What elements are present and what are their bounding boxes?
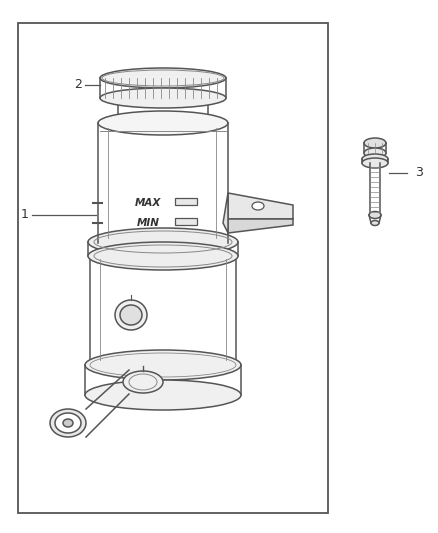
Text: MAX: MAX [135,198,161,208]
Ellipse shape [85,380,241,410]
Bar [18,23,328,513]
Text: 2: 2 [74,78,82,92]
Bar [175,198,197,205]
Ellipse shape [118,113,208,123]
Ellipse shape [85,350,241,380]
Polygon shape [228,193,293,219]
Ellipse shape [364,148,386,158]
Ellipse shape [252,202,264,210]
Ellipse shape [371,221,379,225]
Ellipse shape [362,154,388,164]
Ellipse shape [369,212,381,219]
Ellipse shape [364,138,386,148]
Polygon shape [228,219,293,233]
Ellipse shape [55,413,81,433]
Ellipse shape [50,409,86,437]
Text: 3: 3 [415,166,423,180]
Ellipse shape [100,68,226,88]
Text: MIN: MIN [137,218,159,228]
Text: 1: 1 [21,208,29,222]
Ellipse shape [115,300,147,330]
Ellipse shape [88,242,238,270]
Ellipse shape [63,419,73,427]
Ellipse shape [123,371,163,393]
Polygon shape [223,193,228,233]
Bar [175,218,197,225]
Ellipse shape [88,228,238,256]
Ellipse shape [120,305,142,325]
Ellipse shape [100,88,226,108]
Ellipse shape [362,158,388,168]
Ellipse shape [98,111,228,135]
